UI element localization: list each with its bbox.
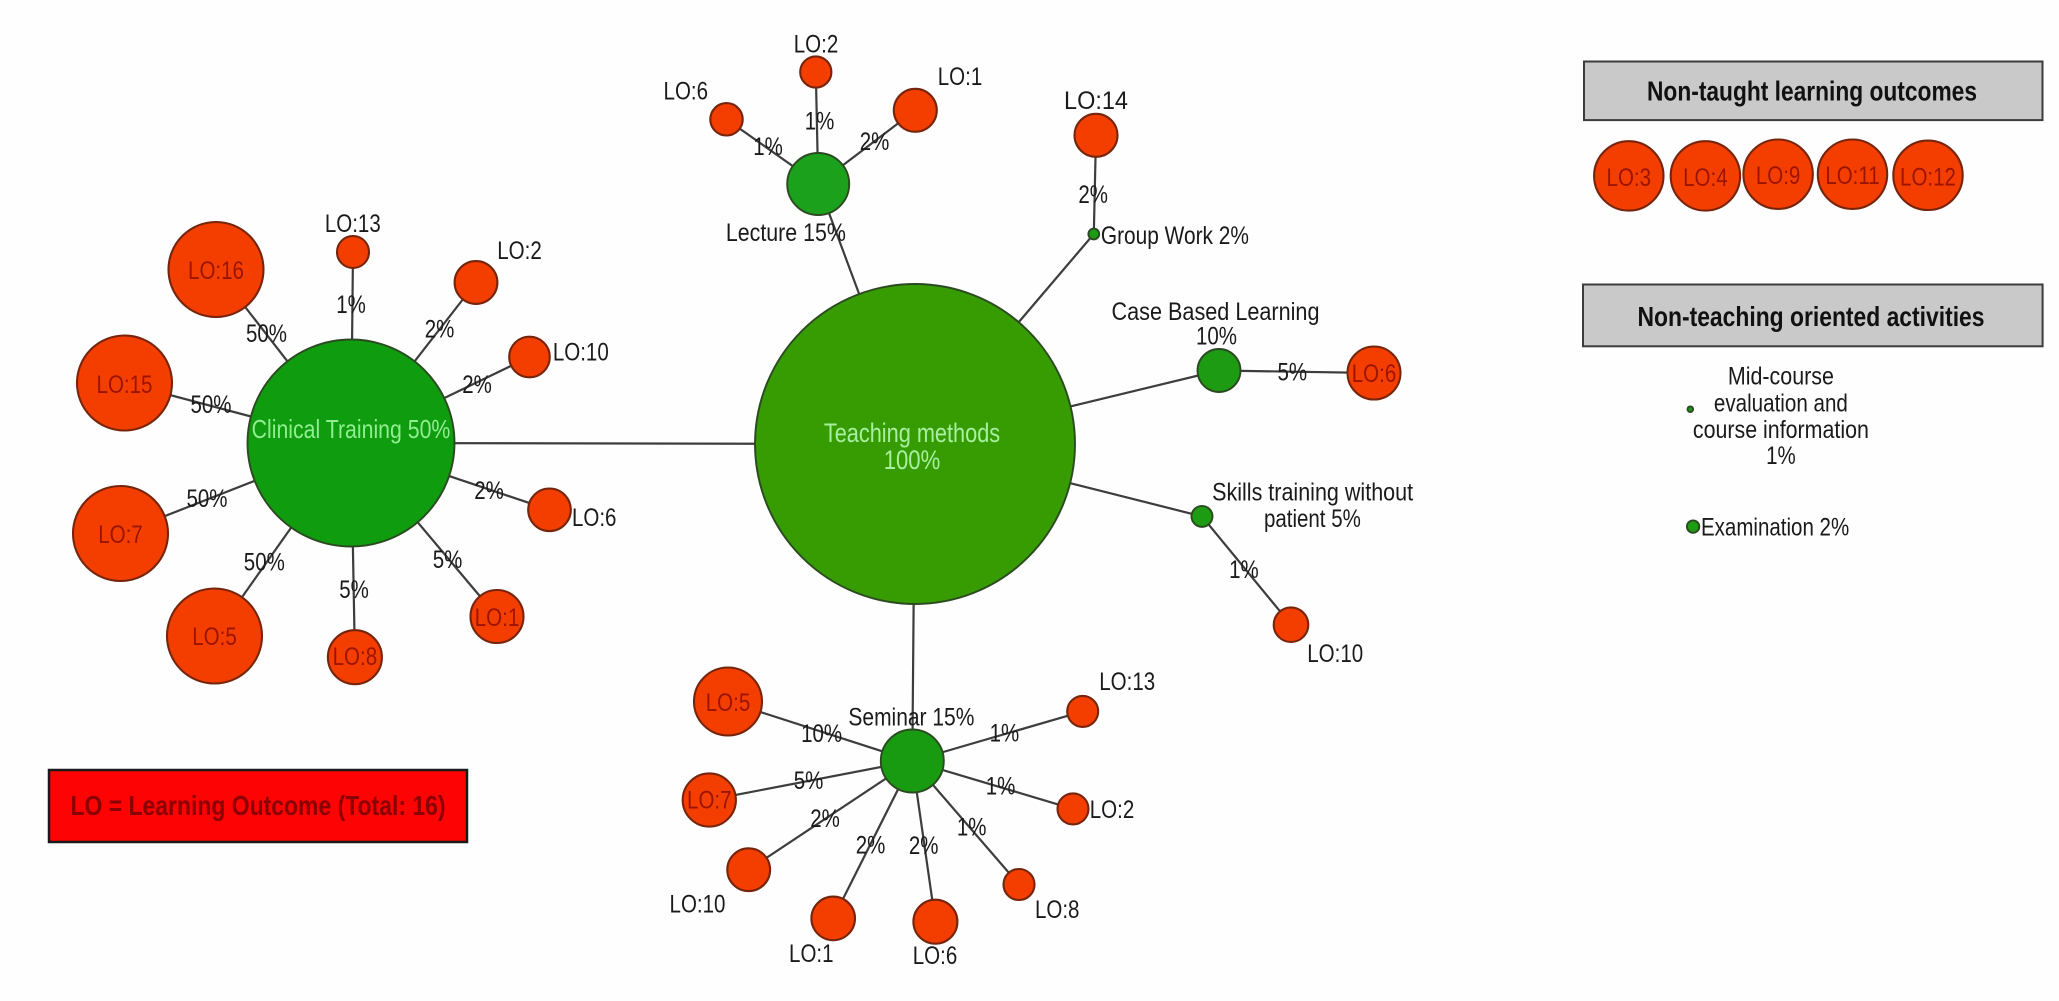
svg-text:LO:6: LO:6 bbox=[913, 942, 958, 970]
svg-text:5%: 5% bbox=[794, 767, 824, 795]
svg-text:LO:13: LO:13 bbox=[325, 210, 381, 238]
svg-text:5%: 5% bbox=[1278, 359, 1308, 387]
svg-text:patient 5%: patient 5% bbox=[1264, 505, 1361, 533]
svg-text:2%: 2% bbox=[860, 128, 890, 156]
svg-text:LO:16: LO:16 bbox=[188, 257, 244, 285]
svg-text:LO:2: LO:2 bbox=[497, 237, 542, 265]
svg-text:LO:3: LO:3 bbox=[1607, 164, 1652, 192]
svg-text:50%: 50% bbox=[187, 485, 228, 513]
svg-text:LO:1: LO:1 bbox=[938, 63, 983, 91]
svg-text:2%: 2% bbox=[425, 316, 455, 344]
svg-text:LO:5: LO:5 bbox=[706, 689, 751, 717]
svg-text:Teaching methods: Teaching methods bbox=[824, 418, 1000, 448]
svg-text:course information: course information bbox=[1693, 416, 1869, 444]
svg-text:Non-teaching oriented activiti: Non-teaching oriented activities bbox=[1638, 301, 1985, 332]
svg-text:2%: 2% bbox=[909, 832, 939, 860]
svg-text:5%: 5% bbox=[339, 576, 369, 604]
svg-text:LO:6: LO:6 bbox=[664, 78, 709, 106]
svg-text:LO:5: LO:5 bbox=[192, 623, 237, 651]
svg-text:1%: 1% bbox=[990, 720, 1020, 748]
svg-text:LO:6: LO:6 bbox=[572, 504, 617, 532]
svg-text:Clinical Training 50%: Clinical Training 50% bbox=[252, 414, 451, 444]
svg-text:LO:10: LO:10 bbox=[670, 891, 726, 919]
svg-text:LO:10: LO:10 bbox=[1307, 640, 1363, 668]
svg-text:evaluation and: evaluation and bbox=[1714, 390, 1848, 418]
svg-text:LO = Learning Outcome (Total:: LO = Learning Outcome (Total: 16) bbox=[71, 790, 446, 821]
svg-text:LO:14: LO:14 bbox=[1064, 87, 1128, 115]
svg-text:LO:11: LO:11 bbox=[1825, 162, 1879, 190]
svg-text:LO:15: LO:15 bbox=[97, 371, 153, 399]
svg-text:10%: 10% bbox=[801, 720, 842, 748]
svg-text:2%: 2% bbox=[474, 477, 504, 505]
svg-text:LO:7: LO:7 bbox=[98, 521, 143, 549]
svg-text:Mid-course: Mid-course bbox=[1728, 363, 1834, 391]
svg-text:Case Based Learning: Case Based Learning bbox=[1112, 298, 1320, 326]
svg-text:LO:2: LO:2 bbox=[794, 31, 839, 59]
svg-text:Lecture 15%: Lecture 15% bbox=[726, 219, 846, 247]
svg-text:LO:9: LO:9 bbox=[1756, 162, 1801, 190]
svg-text:50%: 50% bbox=[244, 549, 285, 577]
svg-text:LO:6: LO:6 bbox=[1352, 360, 1397, 388]
svg-text:Non-taught learning outcomes: Non-taught learning outcomes bbox=[1647, 76, 1977, 107]
svg-text:100%: 100% bbox=[884, 445, 941, 475]
svg-text:LO:8: LO:8 bbox=[333, 643, 378, 671]
svg-text:Seminar 15%: Seminar 15% bbox=[848, 704, 974, 732]
svg-text:2%: 2% bbox=[1078, 181, 1108, 209]
svg-text:1%: 1% bbox=[336, 291, 366, 319]
svg-text:1%: 1% bbox=[805, 108, 835, 136]
svg-text:LO:1: LO:1 bbox=[789, 940, 834, 968]
svg-text:2%: 2% bbox=[462, 371, 492, 399]
svg-text:2%: 2% bbox=[810, 805, 840, 833]
svg-text:1%: 1% bbox=[1229, 556, 1259, 584]
svg-text:Group Work 2%: Group Work 2% bbox=[1101, 222, 1249, 250]
svg-text:2%: 2% bbox=[856, 832, 886, 860]
svg-text:LO:8: LO:8 bbox=[1035, 896, 1080, 924]
svg-text:LO:7: LO:7 bbox=[687, 787, 732, 815]
svg-text:50%: 50% bbox=[191, 391, 232, 419]
svg-text:1%: 1% bbox=[753, 133, 783, 161]
svg-text:LO:13: LO:13 bbox=[1099, 668, 1155, 696]
svg-text:1%: 1% bbox=[986, 773, 1016, 801]
svg-text:LO:12: LO:12 bbox=[1900, 163, 1956, 191]
svg-text:5%: 5% bbox=[433, 546, 463, 574]
svg-text:LO:4: LO:4 bbox=[1683, 164, 1728, 192]
svg-text:Examination 2%: Examination 2% bbox=[1701, 514, 1849, 542]
svg-text:LO:1: LO:1 bbox=[475, 604, 520, 632]
svg-text:LO:10: LO:10 bbox=[553, 339, 609, 367]
svg-text:1%: 1% bbox=[957, 814, 987, 842]
svg-text:50%: 50% bbox=[246, 320, 287, 348]
svg-text:LO:2: LO:2 bbox=[1090, 796, 1135, 824]
svg-text:10%: 10% bbox=[1196, 323, 1237, 351]
svg-text:1%: 1% bbox=[1766, 442, 1796, 470]
svg-text:Skills training without: Skills training without bbox=[1212, 479, 1413, 507]
